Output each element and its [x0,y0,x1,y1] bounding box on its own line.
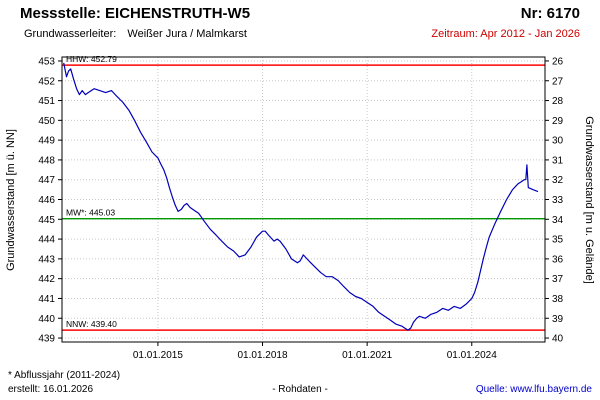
y-tick-label-left: 446 [38,195,55,206]
y-tick-label-right: 30 [552,136,564,147]
y-tick-label-right: 32 [552,175,564,186]
y-tick-label-left: 452 [38,76,55,87]
y-tick-label-left: 443 [38,254,55,265]
aquifer-line: Grundwasserleiter: Weißer Jura / Malmkar… [24,28,247,40]
y-tick-label-left: 439 [38,334,55,345]
y-tick-label-left: 449 [38,136,55,147]
x-tick-label: 01.01.2018 [237,350,287,361]
y-tick-label-right: 27 [552,76,564,87]
footnote: * Abflussjahr (2011-2024) [8,370,121,381]
series-line-rohdaten [63,62,539,331]
y-tick-label-right: 26 [552,56,564,67]
aquifer-label: Grundwasserleiter: [24,28,117,40]
y-tick-label-right: 33 [552,195,564,206]
created-date: erstellt: 16.01.2026 [8,384,94,395]
y-tick-label-left: 440 [38,314,55,325]
y-tick-label-right: 31 [552,155,564,166]
reference-label-nnw: NNW: 439.40 [66,319,117,329]
reference-label-mw: MW*: 445.03 [66,208,115,218]
y-tick-label-left: 442 [38,274,55,285]
y-tick-label-right: 38 [552,294,564,305]
source-link[interactable]: www.lfu.bayern.de [510,384,592,395]
data-type-label: - Rohdaten - [272,384,328,395]
x-tick-label: 01.01.2021 [342,350,392,361]
page-title: Messstelle: EICHENSTRUTH-W5 [20,5,251,22]
y-tick-label-right: 34 [552,215,564,226]
y-tick-label-left: 450 [38,116,55,127]
y-tick-label-left: 444 [38,235,55,246]
reference-label-hhw: HHW: 452.79 [66,54,117,64]
y-tick-label-right: 40 [552,334,564,345]
y-tick-label-left: 451 [38,96,55,107]
y-tick-label-left: 447 [38,175,55,186]
y-tick-label-right: 39 [552,314,564,325]
y-axis-title-left: Grundwasserstand [m ü. NN] [5,129,17,271]
x-tick-label: 01.01.2015 [133,350,183,361]
y-tick-label-right: 35 [552,235,564,246]
y-tick-label-right: 29 [552,116,564,127]
y-tick-label-left: 441 [38,294,55,305]
y-axis-title-right: Grundwasserstand [m u. Gelände] [583,116,595,284]
period-label: Zeitraum: Apr 2012 - Jan 2026 [431,28,580,40]
y-tick-label-left: 453 [38,56,55,67]
y-tick-label-right: 36 [552,254,564,265]
station-number: Nr: 6170 [520,5,580,22]
y-tick-label-left: 445 [38,215,55,226]
source-label: Quelle: [475,384,508,395]
aquifer-value: Weißer Jura / Malmkarst [127,28,247,40]
x-tick-label: 01.01.2024 [447,350,497,361]
source-line: Quelle: www.lfu.bayern.de [476,384,592,395]
y-tick-label-right: 28 [552,96,564,107]
y-tick-label-right: 37 [552,274,564,285]
y-tick-label-left: 448 [38,155,55,166]
